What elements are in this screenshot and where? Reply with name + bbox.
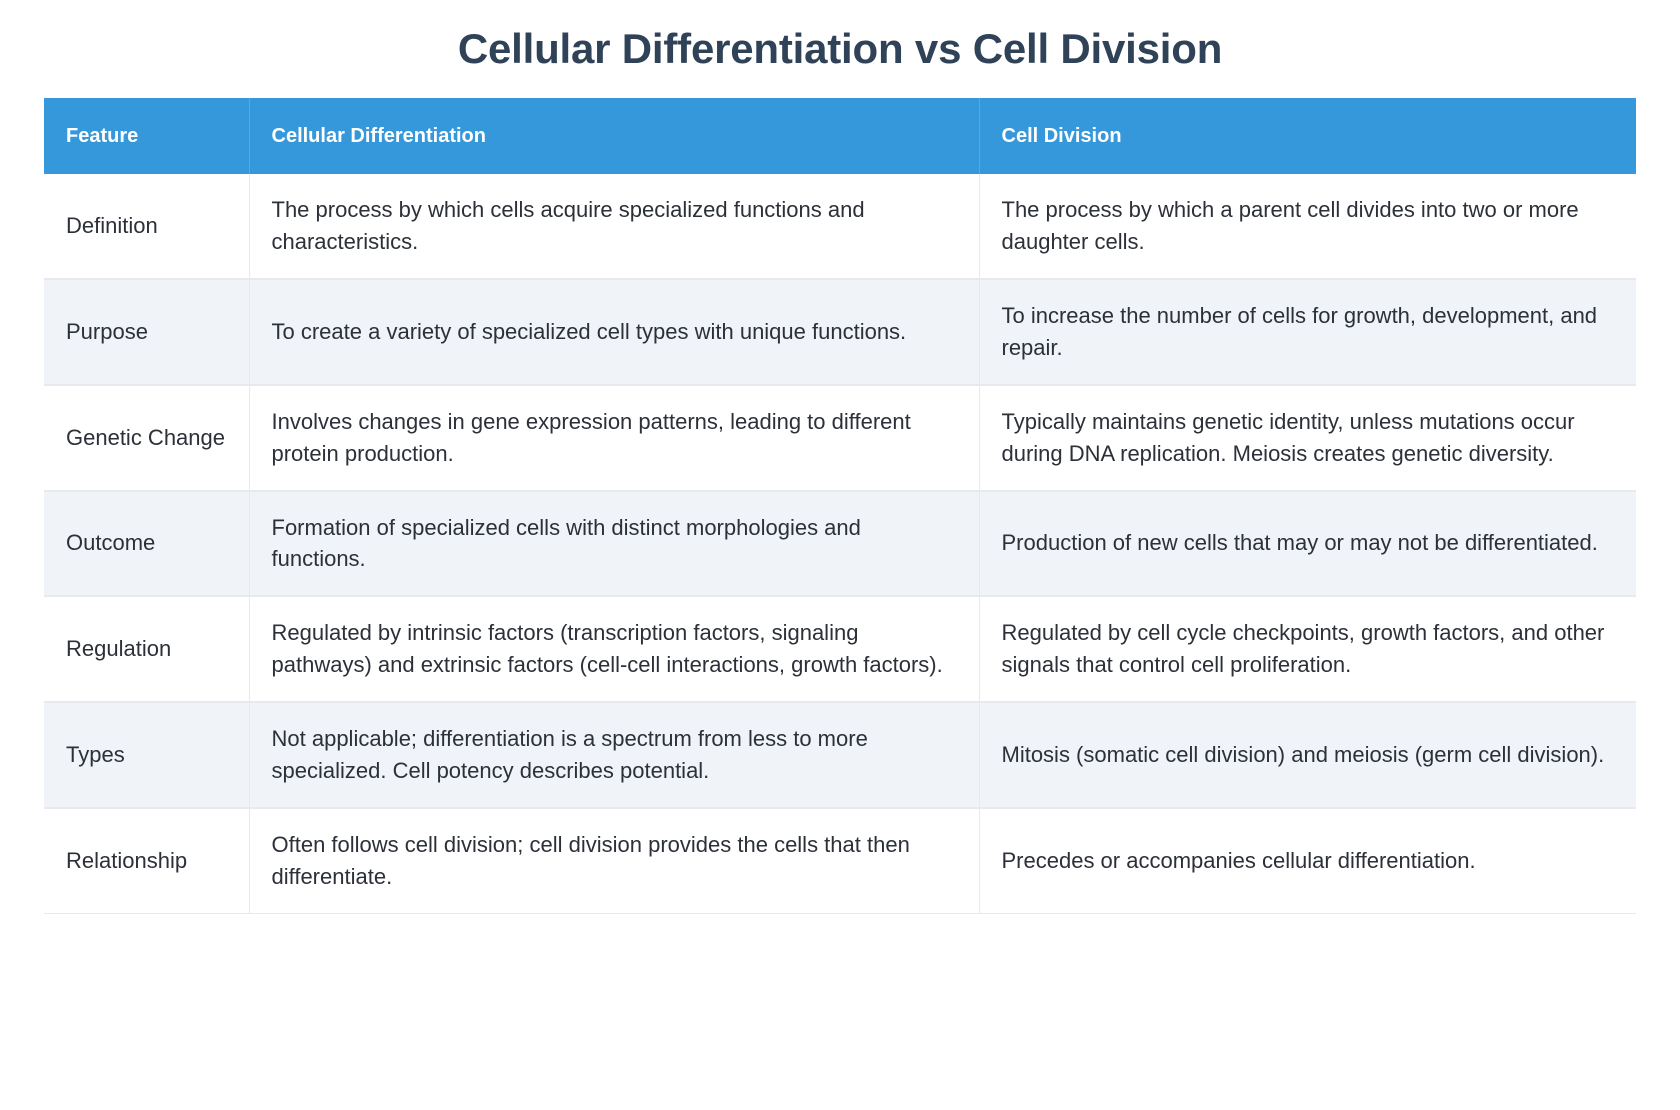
table-body: Definition The process by which cells ac…	[44, 174, 1636, 914]
column-header-feature[interactable]: Feature	[44, 98, 250, 175]
table-header: Feature Cellular Differentiation Cell Di…	[44, 98, 1636, 175]
cell-feature: Outcome	[44, 490, 250, 598]
table-row: Outcome Formation of specialized cells w…	[44, 490, 1636, 598]
cell-differentiation: Regulated by intrinsic factors (transcri…	[249, 596, 980, 704]
column-header-cell-division[interactable]: Cell Division	[979, 98, 1636, 175]
table-row: Relationship Often follows cell division…	[44, 807, 1636, 914]
table-row: Genetic Change Involves changes in gene …	[44, 384, 1636, 492]
cell-division: To increase the number of cells for grow…	[979, 278, 1636, 386]
table-row: Types Not applicable; differentiation is…	[44, 702, 1636, 809]
cell-division: Typically maintains genetic identity, un…	[979, 384, 1636, 492]
cell-differentiation: Involves changes in gene expression patt…	[249, 384, 980, 492]
table-row: Purpose To create a variety of specializ…	[44, 278, 1636, 386]
cell-division: Mitosis (somatic cell division) and meio…	[979, 702, 1636, 809]
cell-differentiation: Not applicable; differentiation is a spe…	[249, 702, 980, 809]
cell-feature: Regulation	[44, 596, 250, 704]
column-header-cellular-differentiation[interactable]: Cellular Differentiation	[249, 98, 980, 175]
table-header-row: Feature Cellular Differentiation Cell Di…	[44, 98, 1636, 175]
cell-division: The process by which a parent cell divid…	[979, 174, 1636, 280]
cell-division: Regulated by cell cycle checkpoints, gro…	[979, 596, 1636, 704]
cell-feature: Definition	[44, 174, 250, 280]
cell-differentiation: To create a variety of specialized cell …	[249, 278, 980, 386]
cell-differentiation: Formation of specialized cells with dist…	[249, 490, 980, 598]
cell-differentiation: The process by which cells acquire speci…	[249, 174, 980, 280]
cell-division: Production of new cells that may or may …	[979, 490, 1636, 598]
cell-feature: Relationship	[44, 807, 250, 914]
cell-feature: Purpose	[44, 278, 250, 386]
cell-feature: Genetic Change	[44, 384, 250, 492]
comparison-table: Feature Cellular Differentiation Cell Di…	[44, 98, 1636, 914]
comparison-table-container: Feature Cellular Differentiation Cell Di…	[0, 98, 1680, 914]
cell-differentiation: Often follows cell division; cell divisi…	[249, 807, 980, 914]
table-row: Definition The process by which cells ac…	[44, 174, 1636, 280]
table-row: Regulation Regulated by intrinsic factor…	[44, 596, 1636, 704]
cell-feature: Types	[44, 702, 250, 809]
cell-division: Precedes or accompanies cellular differe…	[979, 807, 1636, 914]
page-title: Cellular Differentiation vs Cell Divisio…	[457, 25, 1223, 72]
